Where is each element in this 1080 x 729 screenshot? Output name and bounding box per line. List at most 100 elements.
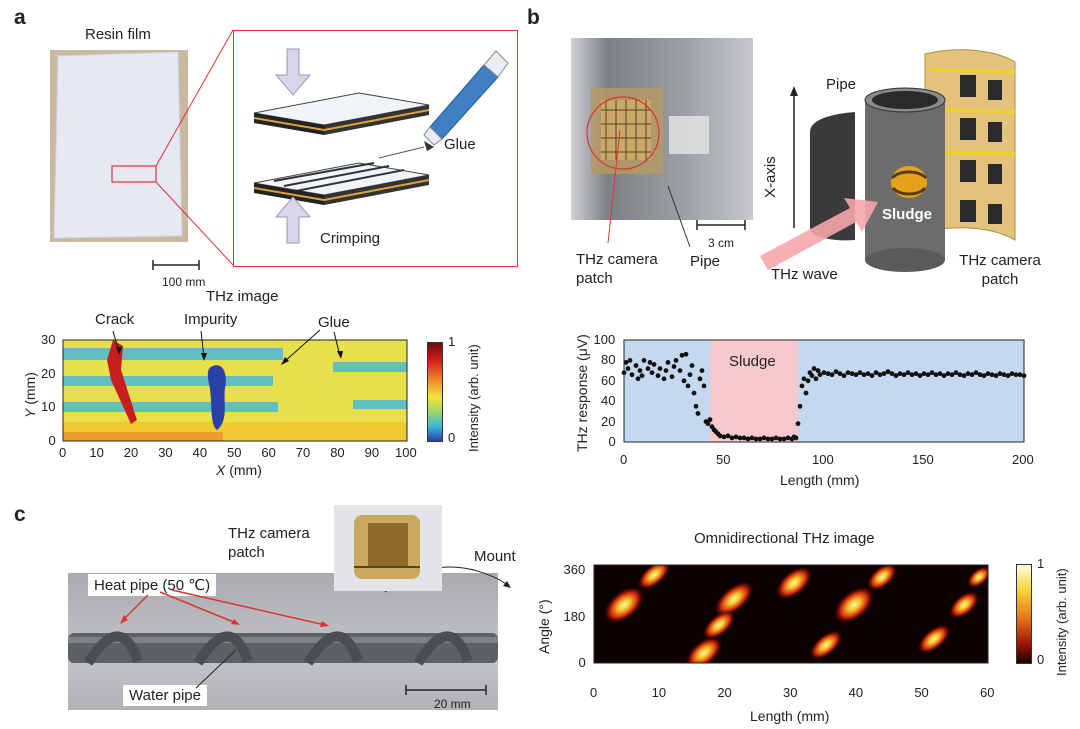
data-point-90: [881, 371, 887, 377]
data-point-83: [853, 372, 859, 378]
data-point-119: [997, 371, 1003, 377]
mount-label: Mount: [474, 548, 516, 565]
data-point-59: [785, 435, 791, 441]
data-point-32: [697, 376, 703, 382]
c-x-tick-0: 0: [590, 685, 598, 700]
a-x-tick-6: 60: [261, 445, 276, 460]
crimping-label: Crimping: [320, 230, 381, 247]
data-point-103: [933, 372, 939, 378]
scale-bar-a: [152, 260, 200, 270]
sludge-icon: [890, 166, 928, 198]
data-point-27: [687, 372, 693, 378]
a-x-tick-5: 50: [227, 445, 242, 460]
data-point-51: [753, 436, 759, 442]
photo-b-patch-label: THz camera patch: [576, 251, 658, 287]
data-point-31: [695, 411, 701, 416]
diagram-patch-label: THz camera patch: [959, 252, 1041, 288]
a-x-axis-var: X: [216, 462, 226, 478]
chart-frame: [623, 339, 1025, 443]
data-point-30: [693, 403, 699, 409]
data-point-92: [889, 371, 895, 377]
a-x-tick-4: 40: [192, 445, 208, 460]
diagram-pipe-label: Pipe: [826, 76, 857, 93]
data-point-85: [861, 372, 867, 378]
c-x-tick-5: 50: [914, 685, 929, 700]
data-point-5: [633, 363, 639, 368]
a-y-tick-0: 30: [41, 332, 56, 347]
omni-thz-heatmap: [594, 565, 988, 663]
water-pipe-label: Water pipe: [123, 685, 207, 706]
data-point-49: [745, 436, 751, 442]
data-point-58: [781, 436, 787, 442]
a-x-tick-9: 90: [364, 445, 380, 460]
data-point-11: [647, 360, 653, 365]
data-point-102: [929, 370, 935, 376]
data-point-89: [877, 372, 883, 378]
diagram-sludge-label: Sludge: [882, 206, 933, 223]
c-y-axis-label: Angle (°): [536, 599, 552, 654]
data-point-96: [905, 370, 911, 376]
chart-y-tick-4: 80: [601, 352, 616, 368]
chart-y-tick-0: 0: [608, 434, 616, 449]
data-point-53: [761, 435, 767, 441]
data-point-62: [793, 435, 799, 441]
data-point-20: [671, 364, 677, 369]
data-point-34: [701, 383, 707, 389]
data-point-118: [993, 373, 999, 379]
resin-film-label: Resin film: [85, 26, 151, 43]
chart-x-axis-label: Length (mm): [780, 472, 860, 488]
data-point-82: [849, 371, 855, 377]
resin-film-sheet-icon: [53, 51, 183, 239]
data-point-8: [639, 373, 645, 379]
c-x-tick-6: 60: [980, 685, 995, 700]
c-x-tick-1: 10: [651, 685, 667, 700]
a-y-tick-1: 20: [41, 365, 56, 381]
data-point-108: [953, 370, 959, 376]
data-point-94: [897, 371, 903, 377]
data-point-14: [655, 373, 661, 379]
data-point-124: [1017, 372, 1023, 378]
annotation-crack: Crack: [95, 311, 135, 328]
c-x-tick-2: 20: [717, 685, 732, 700]
data-point-100: [921, 371, 927, 377]
thz-wave-arrow-icon: [760, 198, 878, 270]
water-pipe-icon: [68, 633, 498, 663]
annotation-impurity: Impurity: [184, 311, 238, 328]
sludge-highlight-label: Sludge: [729, 353, 776, 370]
data-point-110: [961, 373, 967, 379]
data-point-17: [663, 368, 669, 373]
data-point-76: [825, 371, 831, 377]
glue-tube-icon: [378, 50, 509, 159]
pipe-diagram: [760, 49, 1016, 272]
chart-y-tick-5: 100: [593, 332, 616, 347]
data-point-4: [629, 372, 635, 378]
a-x-tick-10: 100: [395, 445, 417, 460]
glue-label: Glue: [444, 136, 476, 153]
data-point-95: [901, 372, 907, 378]
camera-patch-photo: [334, 505, 442, 591]
panel-label-b: b: [527, 6, 540, 29]
data-point-15: [657, 366, 663, 371]
data-point-48: [741, 435, 747, 441]
data-point-68: [805, 378, 811, 384]
a-y-tick-2: 10: [41, 399, 56, 415]
data-point-111: [965, 371, 971, 377]
data-point-97: [909, 372, 915, 378]
data-point-21: [673, 358, 679, 363]
data-point-16: [661, 376, 667, 382]
data-point-104: [937, 371, 943, 377]
data-point-112: [969, 372, 975, 378]
sludge-highlight-region: [710, 340, 798, 442]
a-x-tick-8: 80: [330, 445, 345, 460]
data-point-24: [681, 378, 687, 384]
thz-image-heatmap: [63, 340, 407, 441]
photo-b-pipe-label: Pipe: [690, 253, 721, 270]
data-point-101: [925, 372, 931, 378]
data-point-115: [981, 373, 987, 379]
c-y-tick-0: 360: [563, 562, 586, 577]
chart-x-tick-3: 150: [912, 452, 934, 467]
